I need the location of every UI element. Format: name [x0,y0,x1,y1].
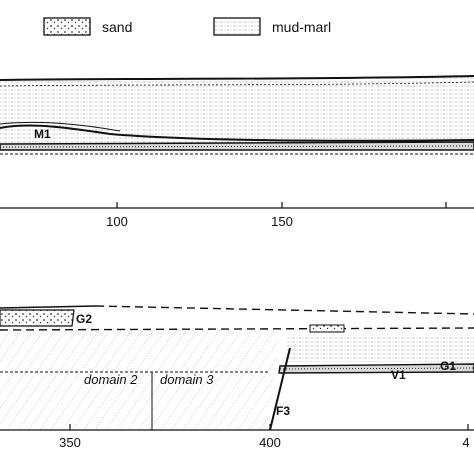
hangingwall-mud-marl [284,336,474,362]
legend-swatch-sand [43,17,91,36]
top-m1-lens [0,124,474,142]
legend: sand mud-marl [43,17,331,36]
bottom-tick-label-partial: 4 [462,435,469,450]
bottom-tick-label-400: 400 [259,435,281,450]
domain-label-2: domain 2 [84,372,138,387]
fault-f3 [269,347,291,431]
top-section-panel: M1 100 150 [0,75,474,229]
top-tick-label-100: 100 [106,214,128,229]
top-surface-line [0,75,474,81]
g2-sand-unit [0,309,75,327]
m3-upper-sand-lens [309,324,345,333]
legend-label-mud-marl: mud-marl [272,19,331,35]
bottom-layer-label-g2: G2 [76,312,92,326]
legend-label-sand: sand [102,19,132,35]
bottom-diagonal-body [0,330,280,430]
legend-swatch-mud-marl [213,17,261,36]
top-mud-marl-body [0,76,474,148]
bottom-layer-label-g1: G1 [440,359,456,373]
domain-label-3: domain 3 [160,372,214,387]
bottom-section-panel: G2 M3 G1 V1 F3 domain 2 domain 3 350 400… [0,305,474,450]
bottom-layer-label-v1: V1 [391,368,406,382]
fault-label-f3: F3 [276,404,290,418]
top-layer-label-m1: M1 [34,127,51,141]
bottom-tick-label-350: 350 [59,435,81,450]
top-tick-label-150: 150 [271,214,293,229]
